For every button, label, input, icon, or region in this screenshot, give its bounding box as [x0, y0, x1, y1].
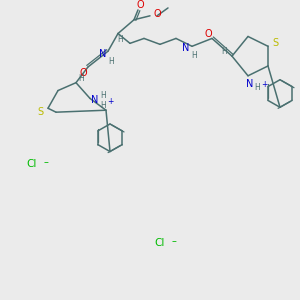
- Text: H: H: [100, 101, 106, 110]
- Text: +: +: [261, 80, 267, 89]
- Text: O: O: [79, 68, 87, 78]
- Text: H: H: [117, 35, 123, 44]
- Text: –: –: [172, 236, 176, 246]
- Text: –: –: [44, 157, 48, 167]
- Text: S: S: [37, 107, 43, 117]
- Text: H: H: [78, 74, 84, 83]
- Text: O: O: [136, 0, 144, 10]
- Text: +: +: [107, 97, 113, 106]
- Text: H: H: [191, 51, 197, 60]
- Text: N: N: [99, 49, 107, 59]
- Text: H: H: [108, 56, 114, 66]
- Text: O: O: [204, 28, 212, 38]
- Text: H: H: [221, 47, 227, 56]
- Text: H: H: [100, 91, 106, 100]
- Text: N: N: [91, 95, 99, 105]
- Text: O: O: [153, 9, 161, 19]
- Text: N: N: [182, 43, 190, 53]
- Text: S: S: [272, 38, 278, 48]
- Text: N: N: [246, 79, 254, 89]
- Text: H: H: [254, 83, 260, 92]
- Text: Cl: Cl: [155, 238, 165, 248]
- Text: Cl: Cl: [27, 159, 37, 169]
